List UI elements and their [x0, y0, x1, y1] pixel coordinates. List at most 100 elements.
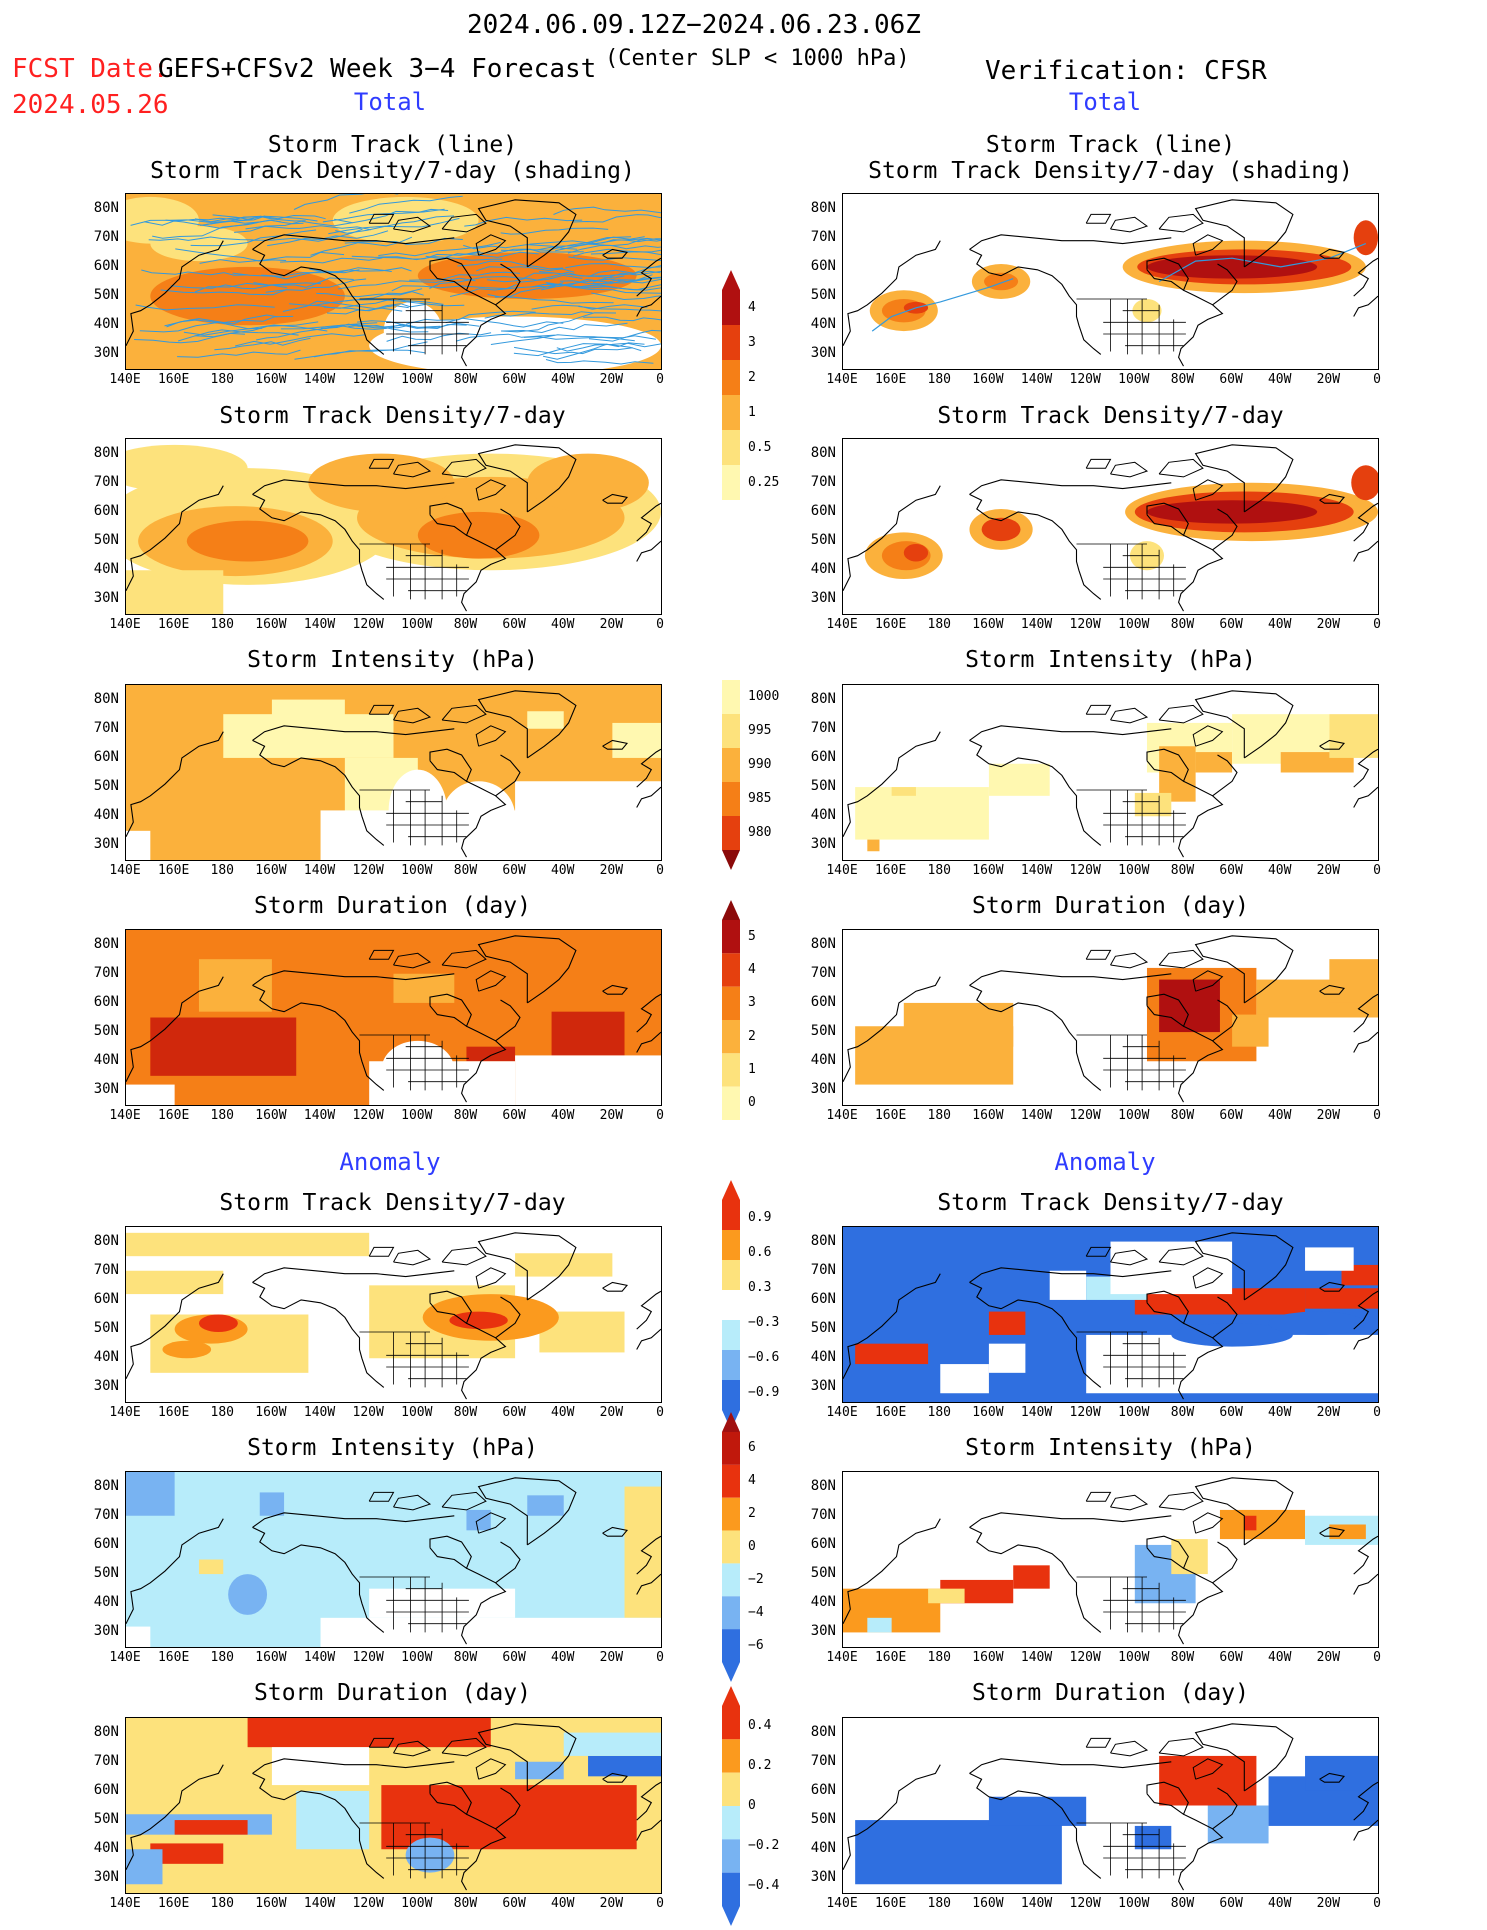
colorbar-tick-label: 6 — [748, 1440, 756, 1455]
panel-title-duration-right: Storm Duration (day) — [842, 893, 1379, 919]
lat-tick-label: 70N — [75, 474, 119, 490]
lon-tick-label: 140E — [100, 1108, 150, 1123]
lat-tick-label: 30N — [75, 836, 119, 852]
lon-tick-label: 100W — [392, 1650, 442, 1665]
lon-tick-label: 140E — [817, 1108, 867, 1123]
lon-tick-label: 160W — [246, 1896, 296, 1911]
colorbar-tick-label: 0.3 — [748, 1280, 771, 1295]
lon-tick-label: 140E — [817, 1405, 867, 1420]
lon-tick-label: 40W — [538, 617, 588, 632]
lat-tick-label: 80N — [792, 1233, 836, 1249]
lon-tick-label: 100W — [392, 372, 442, 387]
map-intensity-verification — [842, 684, 1379, 861]
lat-tick-label: 40N — [75, 807, 119, 823]
lon-tick-label: 180 — [914, 1405, 964, 1420]
lon-tick-label: 80W — [1157, 1650, 1207, 1665]
lon-tick-label: 160W — [963, 1405, 1013, 1420]
colorbar-intensity-total — [720, 660, 742, 874]
lat-tick-label: 30N — [75, 1623, 119, 1639]
lon-tick-label: 140W — [1012, 617, 1062, 632]
lon-tick-label: 0 — [1352, 1896, 1402, 1911]
lon-tick-label: 100W — [392, 1405, 442, 1420]
section-anomaly-right: Anomaly — [1015, 1148, 1195, 1176]
map-density-verification — [842, 438, 1379, 615]
colorbar-tick-label: −0.6 — [748, 1350, 779, 1365]
lat-tick-label: 80N — [792, 445, 836, 461]
colorbar-duration-total — [720, 900, 742, 1144]
lon-tick-label: 60W — [489, 1405, 539, 1420]
lat-tick-label: 40N — [75, 1052, 119, 1068]
lat-tick-label: 40N — [75, 1840, 119, 1856]
lon-tick-label: 140E — [100, 863, 150, 878]
map-duration-verification — [842, 929, 1379, 1106]
lat-tick-label: 80N — [75, 691, 119, 707]
panel-title-density-anom-right: Storm Track Density/7-day — [842, 1190, 1379, 1216]
lon-tick-label: 120W — [343, 617, 393, 632]
colorbar-tick-label: −0.4 — [748, 1878, 779, 1893]
panel-title-intensity-anom-right: Storm Intensity (hPa) — [842, 1435, 1379, 1461]
lon-tick-label: 180 — [197, 863, 247, 878]
colorbar-density-anom — [720, 1180, 742, 1434]
lon-tick-label: 180 — [197, 1896, 247, 1911]
lat-tick-label: 60N — [75, 1782, 119, 1798]
colorbar-tick-label: 2 — [748, 1506, 756, 1521]
lon-tick-label: 0 — [1352, 372, 1402, 387]
lon-tick-label: 160E — [149, 1896, 199, 1911]
lon-tick-label: 0 — [635, 1650, 685, 1665]
lat-tick-label: 70N — [75, 965, 119, 981]
lon-tick-label: 180 — [914, 863, 964, 878]
lon-tick-label: 180 — [914, 1650, 964, 1665]
panel-title-track-line-right: Storm Track (line) — [842, 132, 1379, 158]
colorbar-tick-label: 4 — [748, 1473, 756, 1488]
lon-tick-label: 40W — [538, 372, 588, 387]
lon-tick-label: 80W — [440, 1405, 490, 1420]
colorbar-tick-label: 0.4 — [748, 1718, 771, 1733]
lon-tick-label: 140E — [817, 1650, 867, 1665]
lon-tick-label: 140W — [295, 372, 345, 387]
lon-tick-label: 140E — [100, 1405, 150, 1420]
colorbar-tick-label: 2 — [748, 1029, 756, 1044]
lon-tick-label: 100W — [1109, 617, 1159, 632]
lon-tick-label: 160W — [963, 1896, 1013, 1911]
panel-title-duration-anom-left: Storm Duration (day) — [125, 1680, 660, 1706]
map-intensity-anom-forecast — [125, 1471, 662, 1648]
lon-tick-label: 60W — [1206, 1108, 1256, 1123]
lon-tick-label: 160E — [149, 863, 199, 878]
lon-tick-label: 0 — [1352, 1405, 1402, 1420]
lon-tick-label: 180 — [197, 372, 247, 387]
lat-tick-label: 40N — [75, 1349, 119, 1365]
lon-tick-label: 120W — [1060, 617, 1110, 632]
lon-tick-label: 160E — [149, 1405, 199, 1420]
lat-tick-label: 40N — [792, 1594, 836, 1610]
lon-tick-label: 20W — [1303, 617, 1353, 632]
colorbar-tick-label: 1 — [748, 405, 756, 420]
lon-tick-label: 160W — [246, 617, 296, 632]
colorbar-density-total — [720, 270, 742, 524]
lon-tick-label: 40W — [1255, 1405, 1305, 1420]
lon-tick-label: 160E — [866, 1108, 916, 1123]
lat-tick-label: 60N — [75, 749, 119, 765]
lon-tick-label: 40W — [538, 1896, 588, 1911]
lat-tick-label: 80N — [75, 936, 119, 952]
panel-title-track-density-shading-right: Storm Track Density/7-day (shading) — [842, 158, 1379, 184]
lon-tick-label: 80W — [440, 863, 490, 878]
lon-tick-label: 0 — [635, 617, 685, 632]
lon-tick-label: 160W — [963, 617, 1013, 632]
lat-tick-label: 70N — [792, 229, 836, 245]
lat-tick-label: 40N — [792, 807, 836, 823]
lat-tick-label: 60N — [75, 503, 119, 519]
map-track-forecast — [125, 193, 662, 370]
lat-tick-label: 70N — [792, 1507, 836, 1523]
colorbar-tick-label: −4 — [748, 1605, 764, 1620]
panel-title-density-anom-left: Storm Track Density/7-day — [125, 1190, 660, 1216]
lat-tick-label: 40N — [75, 561, 119, 577]
lon-tick-label: 140W — [295, 617, 345, 632]
lon-tick-label: 120W — [343, 1896, 393, 1911]
map-intensity-forecast — [125, 684, 662, 861]
lon-tick-label: 140W — [295, 1108, 345, 1123]
lon-tick-label: 80W — [440, 1650, 490, 1665]
lon-tick-label: 120W — [343, 863, 393, 878]
lat-tick-label: 70N — [75, 1753, 119, 1769]
center-slp-note: (Center SLP < 1000 hPa) — [605, 46, 910, 71]
lon-tick-label: 0 — [1352, 1108, 1402, 1123]
